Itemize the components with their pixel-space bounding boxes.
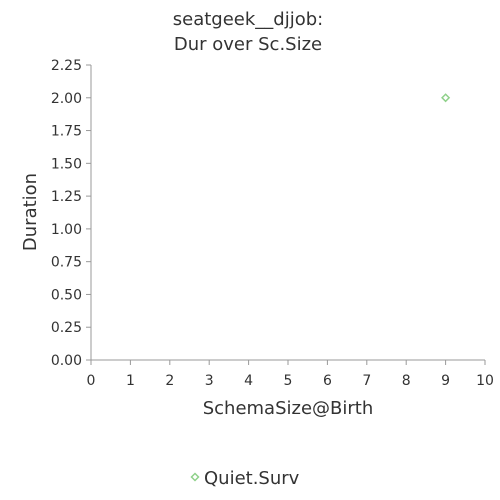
y-tick-label: 2.25 — [51, 58, 82, 74]
x-tick-label: 9 — [441, 373, 450, 389]
x-tick-label: 10 — [476, 373, 494, 389]
y-tick-label: 0.00 — [51, 353, 82, 369]
y-axis-ticks: 0.00 0.25 0.50 0.75 1.00 1.25 1.50 1.75 2.00 2.25 — [51, 58, 91, 369]
x-tick-label: 4 — [244, 373, 253, 389]
x-tick-label: 6 — [323, 373, 332, 389]
x-tick-label: 5 — [284, 373, 293, 389]
y-tick-label: 1.25 — [51, 189, 82, 205]
y-axis-label: Duration — [20, 173, 41, 251]
x-axis-label: SchemaSize@Birth — [203, 398, 374, 419]
y-tick-label: 0.50 — [51, 287, 82, 303]
y-tick-label: 0.25 — [51, 320, 82, 336]
y-tick-label: 1.75 — [51, 124, 82, 140]
x-axis-ticks: 0 1 2 3 4 5 6 7 8 9 10 — [87, 360, 494, 389]
chart-title-line-1: seatgeek__djjob: — [173, 9, 323, 30]
legend-marker-diamond-icon — [190, 472, 200, 482]
y-tick-label: 0.75 — [51, 255, 82, 271]
x-tick-label: 1 — [126, 373, 135, 389]
x-tick-label: 8 — [402, 373, 411, 389]
x-tick-label: 7 — [362, 373, 371, 389]
y-tick-label: 1.50 — [51, 156, 82, 172]
x-tick-label: 2 — [165, 373, 174, 389]
axes — [90, 65, 485, 361]
data-point — [441, 93, 451, 103]
x-tick-label: 3 — [205, 373, 214, 389]
chart-title-line-2: Dur over Sc.Size — [174, 34, 322, 55]
y-tick-label: 2.00 — [51, 91, 82, 107]
y-tick-label: 1.00 — [51, 222, 82, 238]
x-tick-label: 0 — [87, 373, 96, 389]
legend: Quiet.Surv — [190, 468, 300, 489]
legend-label: Quiet.Surv — [204, 468, 300, 489]
data-points — [441, 93, 451, 103]
